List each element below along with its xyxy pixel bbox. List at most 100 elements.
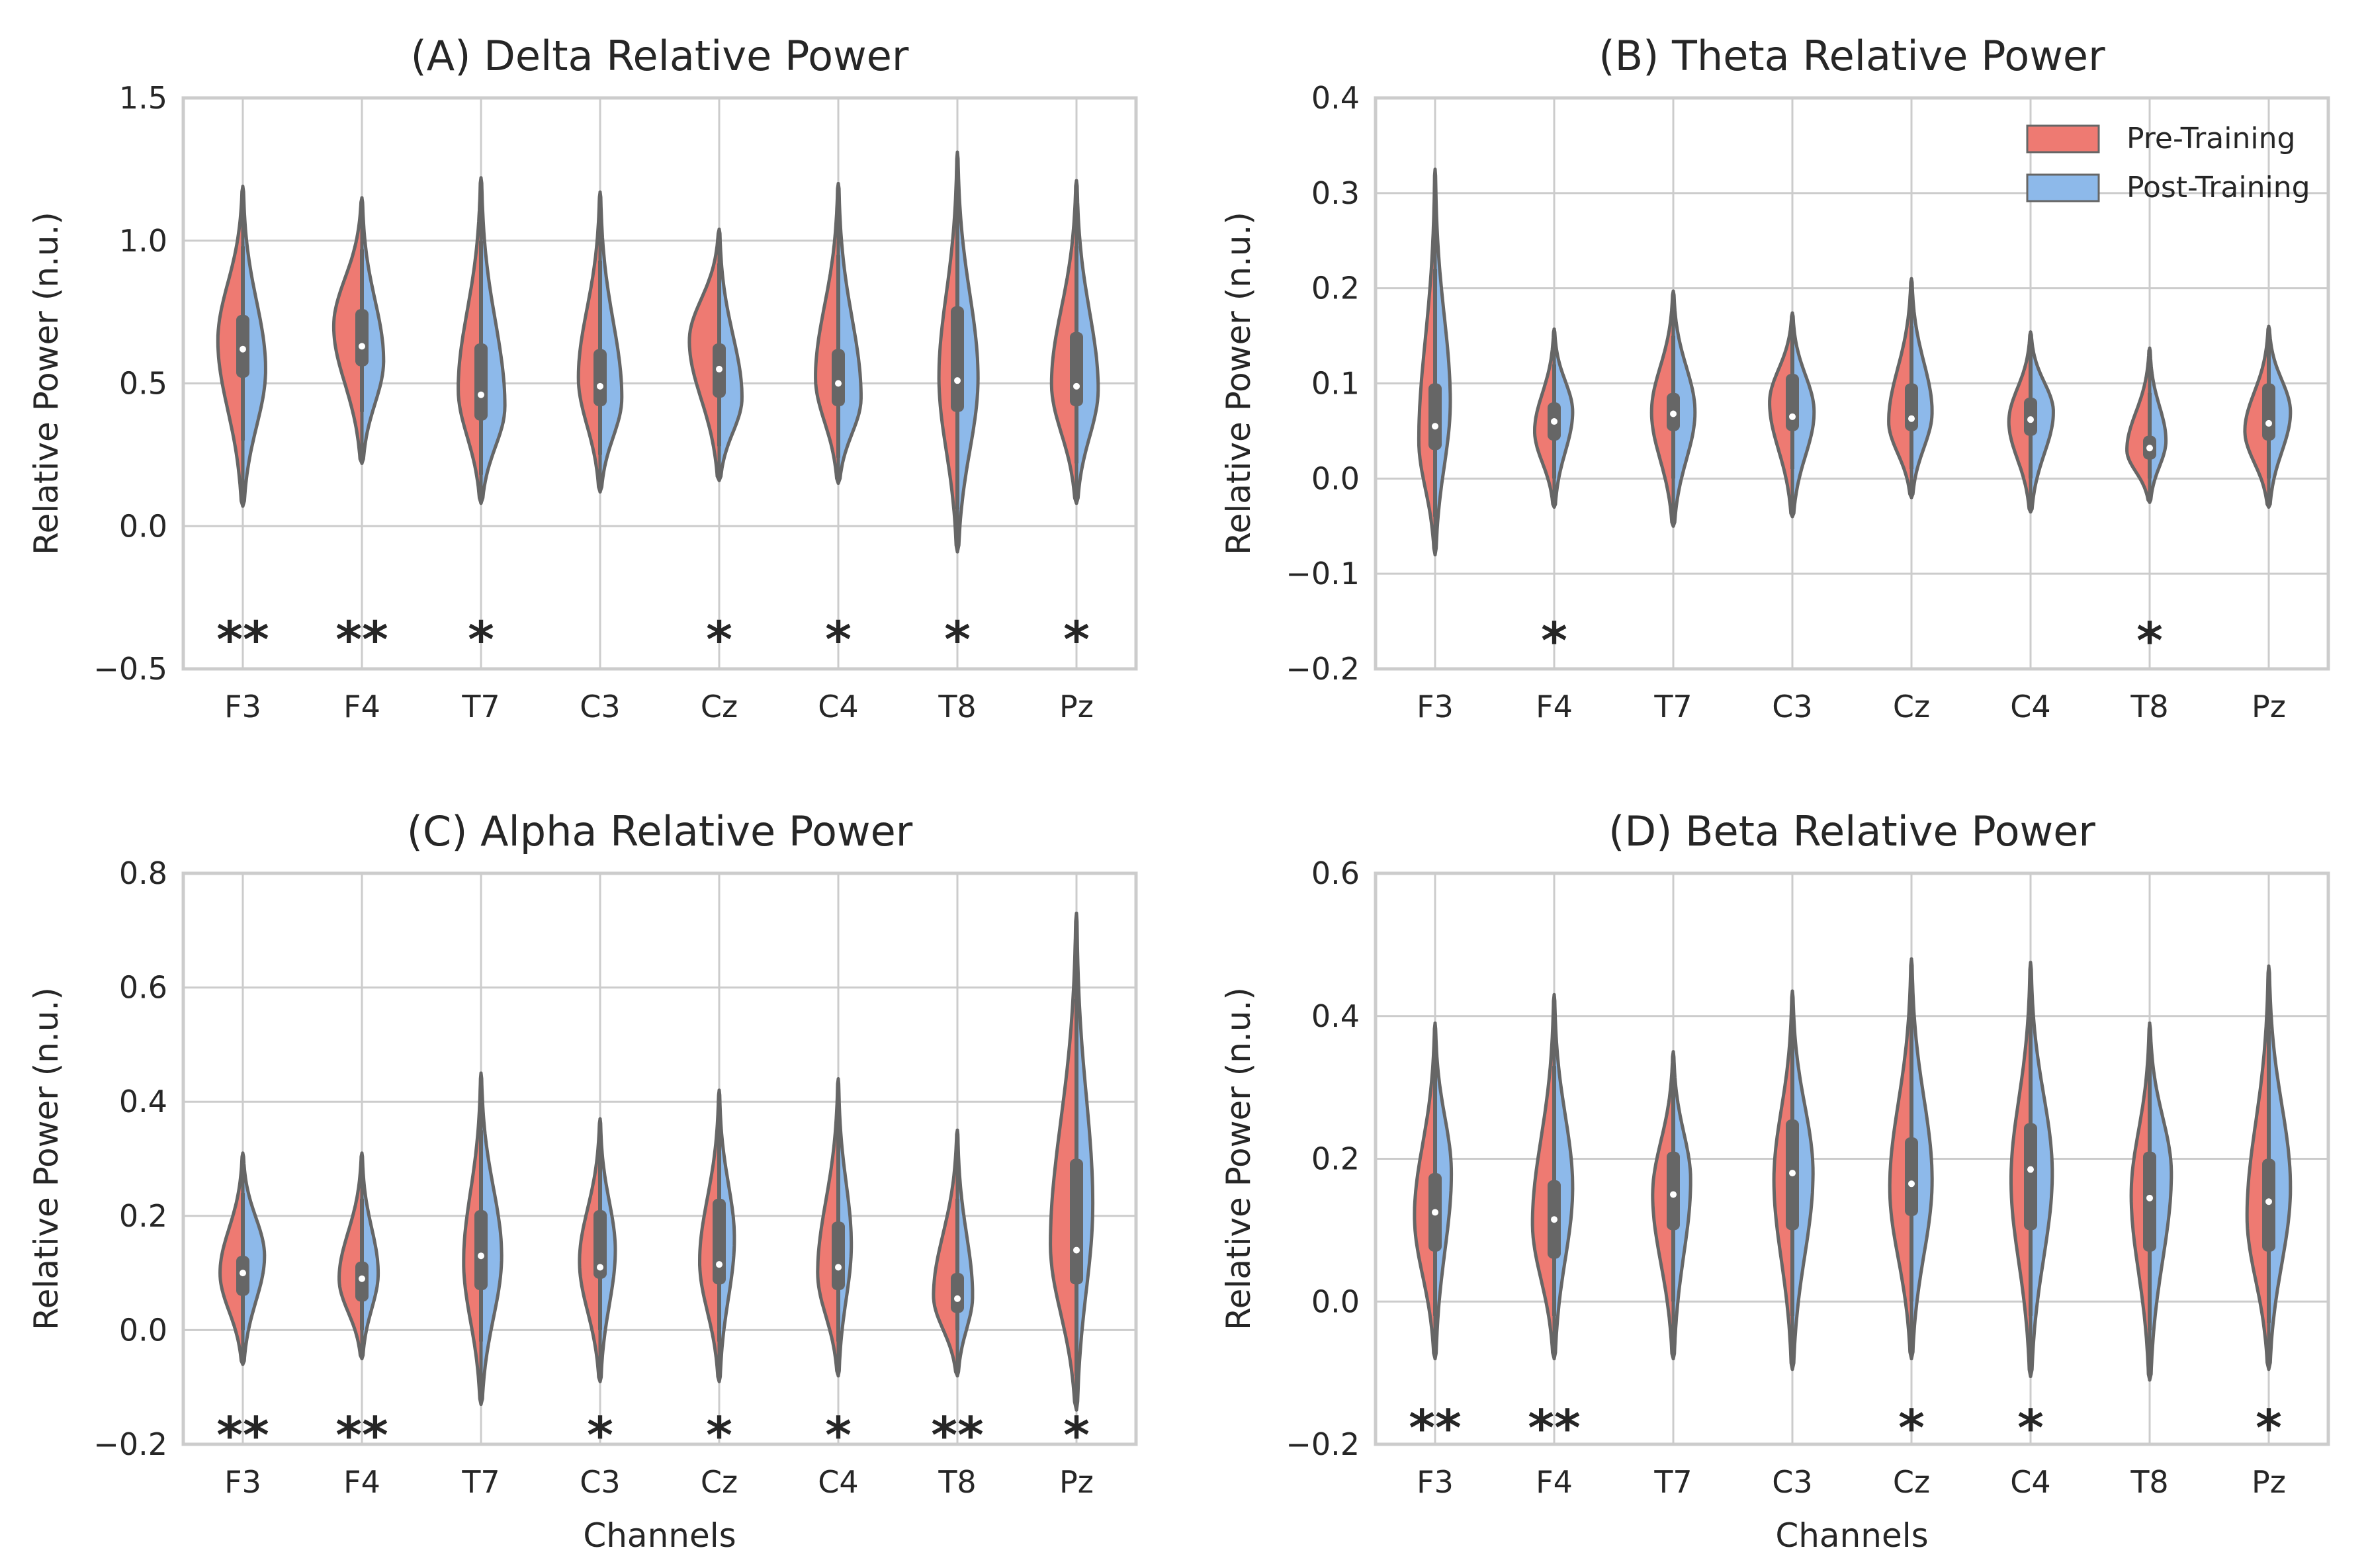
significance-marker-Pz: * [1063, 610, 1090, 669]
x-tick-label-T8: T8 [2130, 689, 2168, 724]
significance-marker-F3: ** [216, 1405, 269, 1464]
x-tick-label-F4: F4 [1536, 689, 1573, 724]
x-tick-label-Pz: Pz [1059, 689, 1094, 724]
box-median-T7 [1670, 410, 1677, 417]
box-median-F4 [1551, 418, 1557, 425]
box-median-Pz [1073, 1246, 1080, 1254]
violin-pre-F4 [1533, 327, 1556, 509]
box-median-Cz [1908, 415, 1915, 422]
box-median-Pz [1073, 382, 1080, 390]
box-median-T8 [2146, 445, 2153, 452]
significance-marker-Cz: * [706, 610, 732, 669]
violin-post-Pz [1074, 179, 1100, 505]
panel-title: (C) Alpha Relative Power [407, 807, 913, 855]
box-median-T8 [954, 1295, 961, 1302]
x-axis-label: Channels [583, 1516, 736, 1555]
box-median-C4 [835, 380, 842, 387]
violin-post-F3 [1433, 167, 1452, 556]
box-iqr-T8 [951, 1273, 964, 1313]
x-tick-label-F3: F3 [1417, 689, 1454, 724]
violin-pre-T8 [2125, 346, 2152, 504]
x-tick-label-C4: C4 [2010, 1464, 2050, 1500]
box-median-Cz [716, 365, 723, 372]
axes-frame [181, 871, 1138, 1446]
violin-post-F3 [1433, 1022, 1454, 1361]
violin-pre-C4 [2007, 330, 2033, 514]
y-tick-label: −0.5 [93, 651, 167, 687]
violin-post-C4 [2029, 330, 2055, 514]
x-axis-label: Channels [1775, 1516, 1928, 1555]
panels: ** ** * * * * *−0.50.00.51.01.5F3 F4 T7 C3 Cz C4 T8 P… [27, 32, 2330, 1555]
y-tick-label: −0.2 [93, 1426, 167, 1462]
box-median-T8 [2146, 1194, 2153, 1201]
violin-post-T8 [2148, 346, 2168, 504]
significance-marker-C3: * [587, 1405, 613, 1464]
violin-pre-Pz [2243, 324, 2271, 509]
violin-pre-T7 [462, 1071, 483, 1407]
y-tick-label: 1.5 [119, 80, 167, 116]
y-tick-label: −0.1 [1286, 556, 1360, 591]
box-iqr-Cz [1905, 1137, 1918, 1216]
y-tick-label: 0.2 [1311, 1141, 1360, 1177]
y-tick-label: 0.2 [1311, 271, 1360, 306]
violin-post-F4 [360, 196, 386, 465]
x-tick-label-T8: T8 [2130, 1464, 2168, 1500]
box-iqr-C3 [593, 1210, 607, 1279]
violin-pre-T8 [2129, 1022, 2152, 1382]
violin-post-Cz [717, 1088, 736, 1383]
significance-marker-T8: ** [931, 1405, 984, 1464]
violin-pre-F4 [337, 1151, 364, 1361]
box-median-Cz [716, 1261, 723, 1268]
x-tick-label-F4: F4 [343, 1464, 380, 1500]
box-iqr-C4 [832, 1221, 845, 1290]
axes-frame [181, 96, 1138, 671]
significance-marker-F4: ** [335, 610, 388, 669]
violin-pre-T7 [1651, 1050, 1675, 1361]
violin-post-C3 [1790, 311, 1816, 519]
box-iqr-C3 [593, 349, 607, 407]
box-median-Pz [2265, 1198, 2272, 1205]
box-iqr-C4 [832, 349, 845, 407]
violin-post-Pz [1074, 911, 1095, 1412]
x-tick-label-Pz: Pz [2252, 689, 2286, 724]
box-median-Cz [1908, 1180, 1915, 1188]
significance-marker-F4: ** [335, 1405, 388, 1464]
violin-post-F4 [1552, 992, 1575, 1361]
violin-post-C3 [598, 1117, 617, 1383]
violin-post-Cz [717, 227, 744, 482]
axes-frame [1374, 96, 2330, 671]
panel-C: ** ** * * * ** *−0.20.00.20.40.60.8F3 F4 T7 C3 Cz C… [27, 807, 1138, 1555]
violin-post-C3 [1790, 989, 1815, 1372]
box-iqr-T7 [474, 1210, 488, 1290]
violin-pre-Pz [2245, 964, 2271, 1372]
y-axis-label: Relative Power (n.u.) [27, 987, 66, 1330]
x-tick-label-Pz: Pz [2252, 1464, 2286, 1500]
box-iqr-C4 [2024, 1123, 2037, 1231]
legend-swatch-post [2026, 173, 2100, 202]
box-iqr-T7 [1667, 1151, 1680, 1231]
violin-post-C4 [2029, 961, 2054, 1379]
violin-post-Cz [1909, 957, 1934, 1361]
y-tick-label: 0.5 [119, 366, 167, 402]
violin-post-F3 [241, 185, 267, 508]
violin-pre-C3 [1772, 989, 1794, 1372]
box-iqr-Cz [1905, 383, 1918, 431]
y-tick-label: 0.0 [119, 508, 167, 544]
box-median-T7 [1670, 1191, 1677, 1198]
violin-pre-C4 [816, 1077, 840, 1377]
panel-title: (D) Beta Relative Power [1608, 807, 2095, 855]
y-tick-label: 0.6 [1311, 855, 1360, 891]
y-tick-label: 0.1 [1311, 366, 1360, 402]
box-median-F3 [240, 345, 246, 353]
legend-label-pre: Pre-Training [2127, 122, 2295, 155]
y-axis-label: Relative Power (n.u.) [1219, 212, 1258, 555]
box-median-T7 [478, 391, 484, 398]
x-tick-label-Cz: Cz [1893, 689, 1930, 724]
box-median-C4 [2027, 416, 2034, 423]
y-tick-label: 0.4 [1311, 998, 1360, 1034]
violin-pre-T7 [1649, 289, 1675, 528]
violin-post-T8 [955, 150, 980, 554]
box-median-C3 [1789, 413, 1796, 420]
y-tick-label: −0.2 [1286, 1426, 1360, 1462]
violin-pre-C3 [578, 1117, 602, 1383]
